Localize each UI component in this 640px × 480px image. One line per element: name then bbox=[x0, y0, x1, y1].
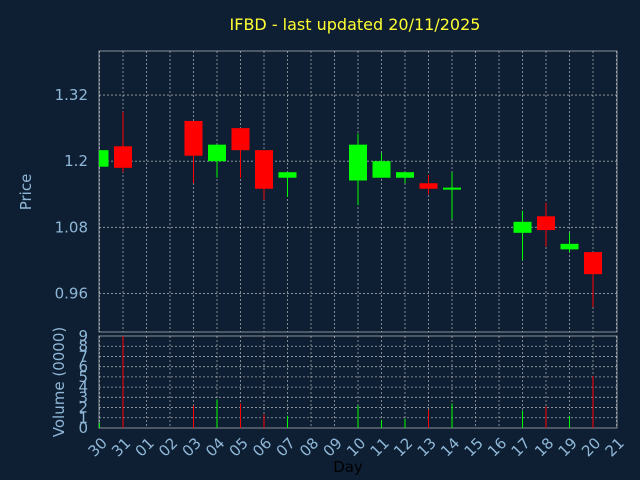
x-tick-label: 15 bbox=[461, 434, 487, 460]
candle-body bbox=[584, 252, 602, 275]
candle-body bbox=[231, 128, 250, 151]
x-tick-label: 30 bbox=[85, 434, 111, 460]
volume-tick-label: 6 bbox=[78, 358, 88, 376]
candle-body bbox=[443, 187, 461, 190]
volume-tick-label: 7 bbox=[78, 347, 88, 365]
candle-body bbox=[349, 144, 367, 181]
volume-tick-label: 9 bbox=[78, 327, 88, 345]
x-tick-label: 03 bbox=[179, 434, 205, 460]
x-tick-label: 31 bbox=[108, 434, 134, 460]
candle-body bbox=[419, 183, 438, 189]
x-tick-label: 05 bbox=[226, 434, 252, 460]
x-tick-label: 19 bbox=[555, 434, 581, 460]
chart-title: IFBD - last updated 20/11/2025 bbox=[230, 15, 481, 34]
candle-body bbox=[208, 144, 226, 162]
price-tick-label: 0.96 bbox=[55, 284, 88, 302]
x-axis-label: Day bbox=[333, 458, 363, 476]
x-tick-label: 17 bbox=[508, 434, 534, 460]
x-tick-label: 20 bbox=[578, 434, 604, 460]
volume-tick-label: 4 bbox=[78, 378, 88, 396]
x-tick-label: 04 bbox=[202, 434, 228, 460]
candle-body bbox=[537, 216, 555, 231]
price-tick-label: 1.2 bbox=[64, 152, 88, 170]
x-tick-label: 14 bbox=[437, 434, 463, 460]
x-tick-label: 07 bbox=[273, 434, 299, 460]
y-axis-label: Price bbox=[17, 174, 35, 211]
price-tick-label: 1.08 bbox=[55, 218, 88, 236]
x-tick-label: 08 bbox=[296, 434, 322, 460]
volume-tick-label: 2 bbox=[78, 399, 88, 417]
x-tick-label: 09 bbox=[320, 434, 346, 460]
x-tick-label: 13 bbox=[414, 434, 440, 460]
candle-body bbox=[184, 120, 203, 156]
x-tick-label: 06 bbox=[249, 434, 275, 460]
x-tick-label: 18 bbox=[531, 434, 557, 460]
candle-body bbox=[396, 172, 414, 178]
candle-body bbox=[255, 150, 273, 189]
candle-body bbox=[513, 221, 532, 233]
x-tick-label: 01 bbox=[132, 434, 158, 460]
x-tick-label: 11 bbox=[367, 434, 393, 460]
volume-tick-label: 3 bbox=[78, 388, 88, 406]
candle-body bbox=[278, 172, 297, 178]
x-tick-label: 02 bbox=[155, 434, 181, 460]
volume-tick-label: 0 bbox=[78, 419, 88, 437]
x-tick-label: 12 bbox=[390, 434, 416, 460]
volume-axis-label: Volume (0000) bbox=[50, 327, 68, 437]
volume-tick-label: 5 bbox=[78, 368, 88, 386]
x-tick-label: 16 bbox=[484, 434, 510, 460]
x-tick-label: 10 bbox=[343, 434, 369, 460]
candle-body bbox=[560, 243, 579, 250]
volume-tick-label: 8 bbox=[78, 337, 88, 355]
candle-body bbox=[114, 146, 132, 168]
price-tick-label: 1.32 bbox=[55, 86, 88, 104]
candle-body bbox=[372, 161, 391, 178]
candle-body bbox=[99, 150, 109, 167]
volume-tick-label: 1 bbox=[78, 409, 88, 427]
x-tick-label: 21 bbox=[602, 434, 628, 460]
